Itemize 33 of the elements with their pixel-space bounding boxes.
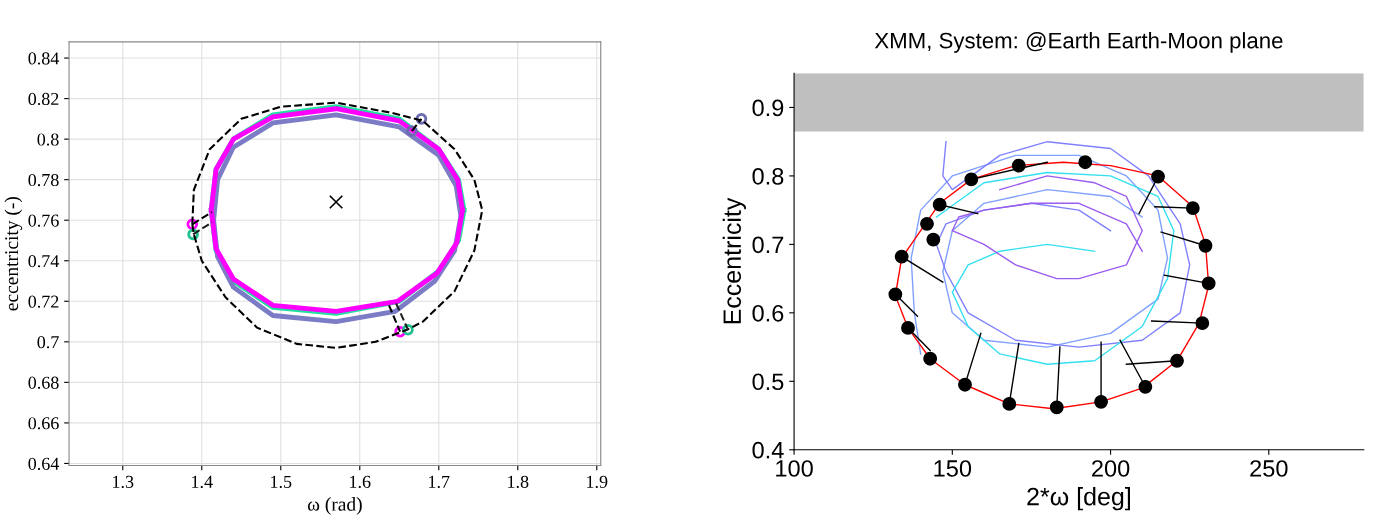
x-axis-title: ω (rad) [307, 497, 362, 515]
x-tick-label: 150 [934, 460, 972, 477]
x-tick-label: 1.3 [113, 475, 134, 488]
y-tick-label: 0.4 [752, 441, 784, 459]
y-tick-label: 0.68 [28, 376, 59, 389]
y-tick-label: 0.72 [28, 295, 59, 308]
x-tick-label: 1.9 [587, 475, 608, 488]
y-axis-title: Eccentricity [722, 197, 746, 324]
y-tick-label: 0.6 [752, 304, 784, 322]
y-tick-label: 0.7 [752, 236, 784, 254]
x-tick-label: 100 [776, 460, 813, 477]
y-tick-label: 0.74 [28, 255, 60, 268]
x-tick-label: 1.7 [429, 475, 450, 488]
x-axis-title: 2*ω [deg] [1027, 487, 1130, 511]
y-tick-label: 0.78 [28, 173, 59, 187]
x-tick-label: 1.8 [508, 475, 529, 488]
y-tick-label: 0.8 [752, 167, 784, 185]
y-tick-label: 0.8 [37, 133, 59, 146]
y-tick-label: 0.84 [28, 52, 60, 65]
y-tick-label: 0.66 [28, 417, 59, 430]
y-axis-title: eccentricity (-) [4, 197, 23, 311]
y-tick-label: 0.64 [28, 457, 60, 470]
x-tick-label: 1.5 [271, 475, 292, 488]
x-tick-label: 200 [1092, 460, 1130, 477]
y-tick-label: 0.5 [752, 373, 784, 391]
y-tick-label: 0.76 [28, 214, 59, 227]
x-tick-label: 1.4 [192, 475, 213, 488]
y-tick-label: 0.7 [37, 336, 59, 349]
y-tick-label: 0.9 [752, 99, 784, 117]
x-tick-label: 250 [1250, 460, 1288, 477]
x-tick-label: 1.6 [350, 475, 371, 488]
chart-title: XMM, System: @Earth Earth-Moon plane [874, 32, 1283, 53]
y-tick-label: 0.82 [28, 92, 59, 106]
